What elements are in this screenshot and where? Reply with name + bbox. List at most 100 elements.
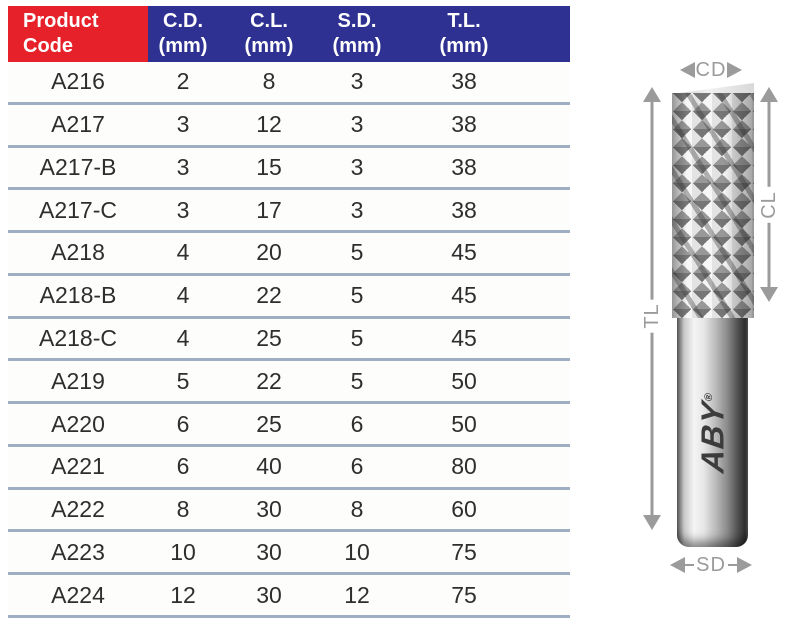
table-row: A222 8 30 8 60 xyxy=(8,489,570,533)
cell-sd: 12 xyxy=(344,581,370,608)
cell-sd: 5 xyxy=(350,367,364,394)
cell-cd: 2 xyxy=(176,68,190,95)
cell-cd: 3 xyxy=(176,111,190,138)
cell-product-code: A218-C xyxy=(39,324,117,351)
table-row: A218-C 4 25 5 45 xyxy=(8,318,570,362)
table-row: A223 10 30 10 75 xyxy=(8,532,570,576)
cell-cl: 25 xyxy=(256,410,282,437)
header-product-line2: Code xyxy=(23,35,73,57)
cell-tl: 50 xyxy=(451,410,477,437)
brand-text: ABY xyxy=(694,398,730,475)
cell-cd: 12 xyxy=(170,581,196,608)
cell-cl: 25 xyxy=(256,324,282,351)
cell-cl: 30 xyxy=(256,538,282,565)
cell-cl: 12 xyxy=(256,111,282,138)
header-tl: T.L. (mm) xyxy=(394,6,534,62)
arrow-down-icon xyxy=(643,515,661,530)
cell-tl: 38 xyxy=(451,111,477,138)
header-cd-unit: (mm) xyxy=(158,35,208,57)
tool-shank: ABY® xyxy=(677,318,748,547)
table-row: A224 12 30 12 75 xyxy=(8,575,570,618)
header-cd: C.D. (mm) xyxy=(148,6,218,62)
spec-table: Product Code C.D. (mm) C.L. (mm) S.D. (m… xyxy=(8,6,570,618)
cell-tl: 50 xyxy=(451,367,477,394)
header-cl: C.L. (mm) xyxy=(218,6,320,62)
cell-cl: 22 xyxy=(256,367,282,394)
arrow-down-icon xyxy=(760,287,778,302)
cell-tl: 38 xyxy=(451,68,477,95)
cell-product-code: A222 xyxy=(51,496,105,523)
header-tl-abbr: T.L. xyxy=(447,10,481,32)
table-row: A216 2 8 3 38 xyxy=(8,62,570,105)
arrow-right-icon xyxy=(737,557,753,573)
cell-tl: 60 xyxy=(451,496,477,523)
cell-cl: 30 xyxy=(256,581,282,608)
cell-sd: 3 xyxy=(350,153,364,180)
cell-cd: 6 xyxy=(176,453,190,480)
header-sd-abbr: S.D. xyxy=(337,10,377,32)
cell-product-code: A220 xyxy=(51,410,105,437)
cell-tl: 45 xyxy=(451,324,477,351)
header-filler xyxy=(534,6,570,62)
header-product-line1: Product xyxy=(23,10,99,32)
cell-cd: 6 xyxy=(176,410,190,437)
arrow-up-icon xyxy=(760,87,778,102)
arrow-left-icon xyxy=(670,557,685,573)
sd-dimension-line xyxy=(727,564,738,566)
header-sd: S.D. (mm) xyxy=(320,6,394,62)
cell-cd: 3 xyxy=(176,153,190,180)
table-row: A217-C 3 17 3 38 xyxy=(8,190,570,234)
cell-product-code: A217 xyxy=(51,111,105,138)
sd-dimension: SD xyxy=(670,554,753,576)
cell-cd: 4 xyxy=(176,239,190,266)
cell-cd: 5 xyxy=(176,367,190,394)
cell-cd: 10 xyxy=(170,538,196,565)
tool-cutting-head xyxy=(672,93,754,318)
table-row: A220 6 25 6 50 xyxy=(8,404,570,447)
cell-cl: 15 xyxy=(256,153,282,180)
cell-sd: 6 xyxy=(350,453,364,480)
cell-sd: 8 xyxy=(350,496,364,523)
cd-label: CD xyxy=(695,59,727,81)
cell-tl: 38 xyxy=(451,153,477,180)
arrow-right-icon xyxy=(727,62,743,78)
cell-sd: 3 xyxy=(350,111,364,138)
table-header: Product Code C.D. (mm) C.L. (mm) S.D. (m… xyxy=(8,6,570,62)
header-cl-unit: (mm) xyxy=(244,35,294,57)
sd-dimension-line xyxy=(685,564,695,566)
cl-dimension: CL xyxy=(758,87,780,302)
cell-product-code: A218-B xyxy=(39,282,117,309)
table-row: A217 3 12 3 38 xyxy=(8,104,570,148)
header-sd-unit: (mm) xyxy=(332,35,382,57)
cell-product-code: A221 xyxy=(51,453,105,480)
cell-tl: 80 xyxy=(451,453,477,480)
arrow-left-icon xyxy=(679,62,695,78)
cell-cl: 40 xyxy=(256,453,282,480)
cell-cl: 20 xyxy=(256,239,282,266)
table-row: A217-B 3 15 3 38 xyxy=(8,147,570,191)
table-row: A218-B 4 22 5 45 xyxy=(8,275,570,319)
header-dimension-columns: C.D. (mm) C.L. (mm) S.D. (mm) T.L. (mm) xyxy=(148,6,570,62)
cell-tl: 45 xyxy=(451,282,477,309)
cell-sd: 5 xyxy=(350,282,364,309)
registered-mark: ® xyxy=(702,391,715,402)
cell-product-code: A217-C xyxy=(39,196,117,223)
cell-tl: 75 xyxy=(451,581,477,608)
cell-tl: 75 xyxy=(451,538,477,565)
cell-product-code: A223 xyxy=(51,538,105,565)
table-row: A221 6 40 6 80 xyxy=(8,446,570,490)
cl-label: CL xyxy=(758,187,780,223)
header-cd-abbr: C.D. xyxy=(163,10,203,32)
header-cl-abbr: C.L. xyxy=(250,10,288,32)
cell-product-code: A216 xyxy=(51,68,105,95)
cell-sd: 10 xyxy=(344,538,370,565)
cell-cl: 8 xyxy=(262,68,276,95)
cell-sd: 3 xyxy=(350,68,364,95)
cell-product-code: A217-B xyxy=(39,153,117,180)
arrow-up-icon xyxy=(643,87,661,102)
cell-product-code: A224 xyxy=(51,581,105,608)
table-row: A219 5 22 5 50 xyxy=(8,361,570,405)
cell-sd: 3 xyxy=(350,196,364,223)
sd-label: SD xyxy=(696,554,726,576)
